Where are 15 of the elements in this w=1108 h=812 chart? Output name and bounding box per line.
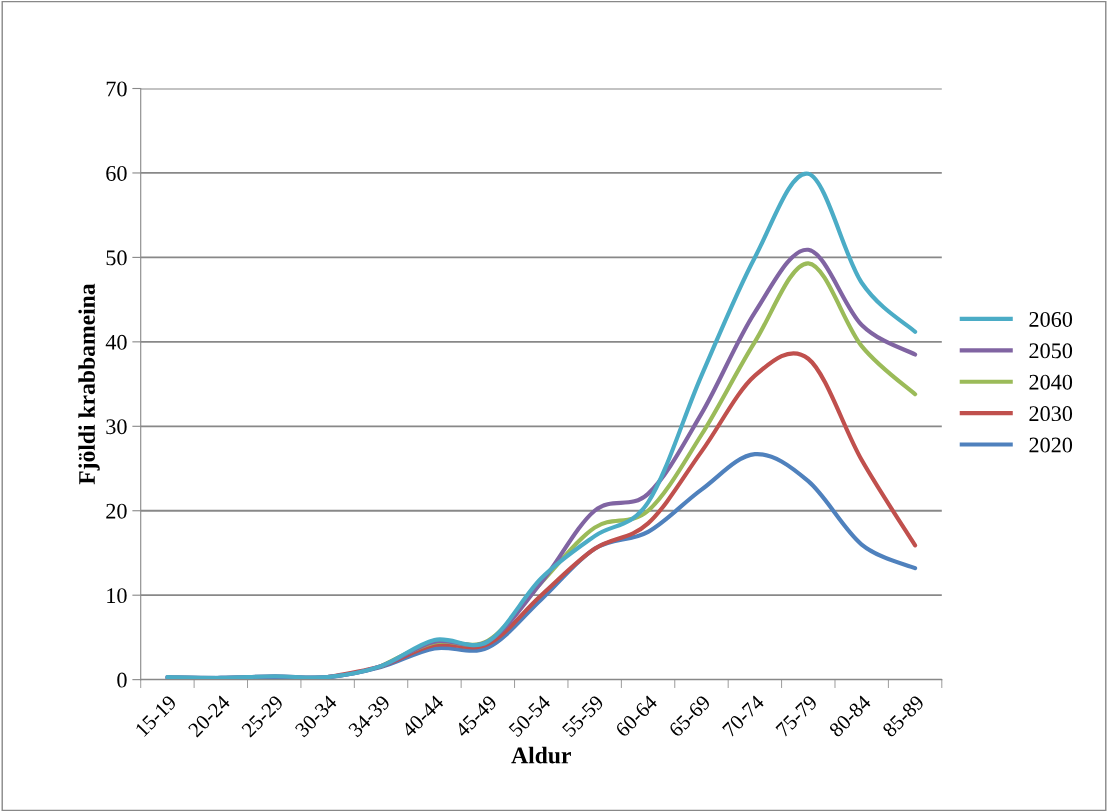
legend-label: 2030 [1029,406,1073,422]
y-tick-label: 50 [106,250,127,266]
y-tick-label: 10 [107,588,127,604]
y-tick-label: 20 [106,503,127,519]
legend-label: 2060 [1029,311,1073,327]
legend-label: 2040 [1029,374,1073,390]
y-tick-label: 60 [106,165,127,181]
y-tick-label: 0 [117,672,127,688]
legend-label: 2050 [1029,343,1073,359]
legend-label: 2020 [1029,437,1073,453]
y-axis-title: Fjöldi krabbameina [78,283,100,485]
x-axis-title: Aldur [511,746,571,764]
y-tick-label: 40 [105,334,127,350]
y-tick-label: 30 [106,419,127,435]
y-tick-label: 70 [106,81,127,97]
